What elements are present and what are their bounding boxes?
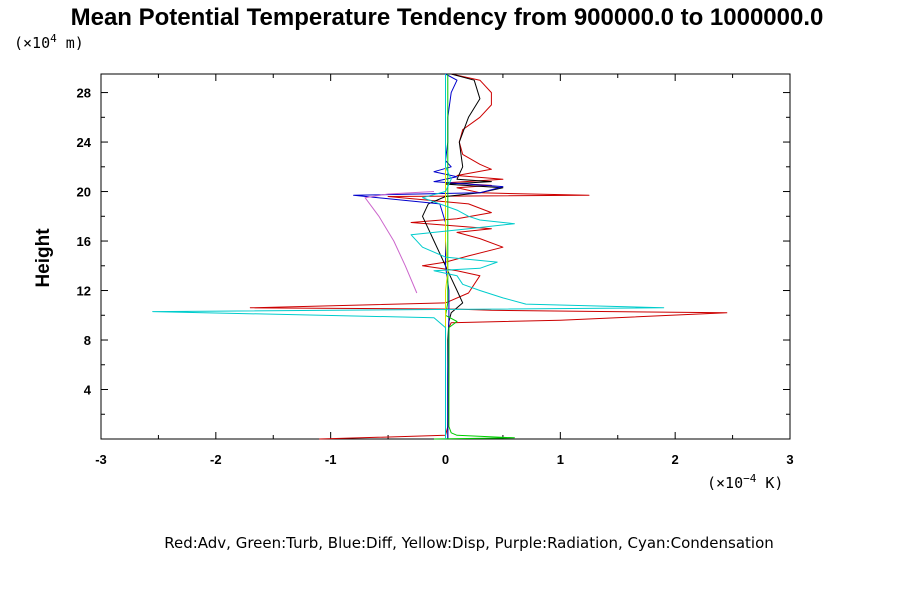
series-line-turb: [433, 74, 515, 440]
series-line-black: [422, 73, 504, 439]
chart-title: Mean Potential Temperature Tendency from…: [71, 4, 824, 31]
y-tick-label: 8: [84, 333, 91, 348]
y-unit-prefix: (×10: [14, 34, 50, 52]
y-tick-label: 28: [77, 86, 91, 101]
x-tick-label: 2: [672, 452, 679, 467]
x-unit-label: (×10−4 K): [707, 472, 783, 492]
y-tick-label: 12: [77, 284, 91, 299]
x-unit-prefix: (×10: [707, 474, 743, 492]
y-unit-label: (×104 m): [14, 32, 84, 52]
series-line-adv: [249, 73, 728, 440]
x-tick-label: 1: [557, 452, 564, 467]
series-lines: [152, 73, 728, 440]
x-unit-exponent: −4: [743, 472, 757, 485]
series-line-diff: [353, 73, 504, 439]
x-tick-label: 0: [442, 452, 449, 467]
y-axis-label: Height: [33, 228, 54, 288]
x-tick-label: -3: [95, 452, 107, 467]
x-tick-label: -2: [210, 452, 222, 467]
x-tick-label: 3: [786, 452, 793, 467]
legend-text: Red:Adv, Green:Turb, Blue:Diff, Yellow:D…: [164, 534, 774, 552]
y-tick-label: 4: [84, 383, 92, 398]
y-tick-label: 24: [77, 135, 92, 150]
y-tick-label: 16: [77, 234, 91, 249]
y-unit-suffix: m): [57, 34, 84, 52]
series-line-condensation: [152, 74, 665, 439]
x-unit-suffix: K): [756, 474, 783, 492]
series-line-radiation: [364, 191, 435, 294]
x-tick-label: -1: [325, 452, 337, 467]
y-unit-exponent: 4: [50, 32, 57, 45]
y-tick-label: 20: [77, 185, 91, 200]
